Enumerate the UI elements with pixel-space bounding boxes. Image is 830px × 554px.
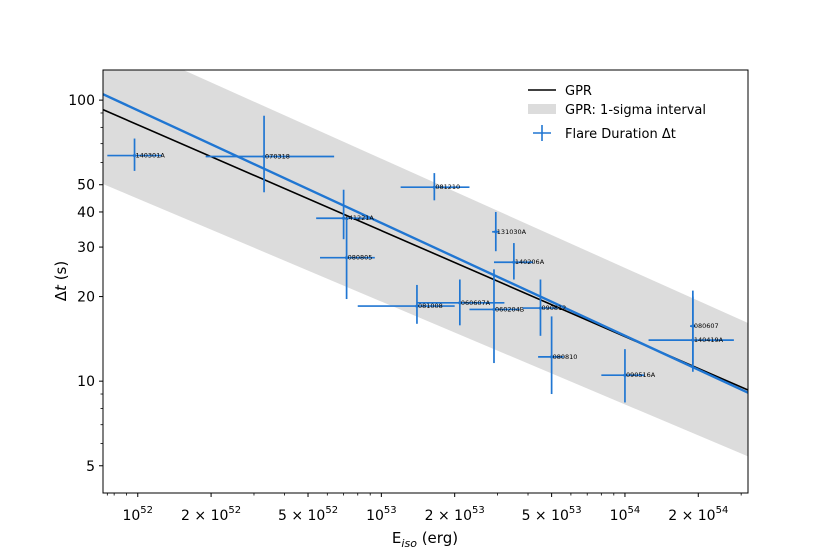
x-tick-label-exponent-0: 52 xyxy=(140,505,153,516)
x-tick-label-exponent-4: 53 xyxy=(472,505,485,516)
point-label-070318: 070318 xyxy=(265,153,290,161)
x-tick-label-mantissa-7: 2 × 10 xyxy=(668,508,715,524)
y-tick-label-0: 5 xyxy=(86,459,95,475)
y-tick-label-1: 10 xyxy=(77,374,95,390)
y-axis-title-var: t xyxy=(52,284,70,291)
y-tick-label-5: 50 xyxy=(77,178,95,194)
point-label-131030A: 131030A xyxy=(497,228,527,236)
point-label-140419A: 140419A xyxy=(694,336,724,344)
point-label-081008: 081008 xyxy=(418,302,443,310)
x-tick-label-exponent-5: 53 xyxy=(569,505,582,516)
data-point-131030A xyxy=(494,230,498,234)
x-tick-label-mantissa-0: 10 xyxy=(122,508,140,524)
plot-area: 140301A 070318 141221A 080805 081210 131030A 1… xyxy=(103,70,748,457)
data-point-090516A xyxy=(623,373,627,377)
x-tick-label-3: 1053 xyxy=(366,505,397,524)
plot-frame xyxy=(102,69,749,494)
x-tick-label-mantissa-5: 5 × 10 xyxy=(522,508,569,524)
axes: 1052 2 × 1052 5 × 1052 1053 2 × 1053 5 × 1053… xyxy=(68,93,742,524)
legend-band-label: GPR: 1-sigma interval xyxy=(565,103,706,118)
legend-band-swatch xyxy=(528,104,556,114)
legend-gpr-label: GPR xyxy=(565,84,592,99)
x-tick-label-2: 5 × 1052 xyxy=(278,505,338,524)
point-label-060204B: 060204B xyxy=(495,305,524,313)
point-label-080607: 080607 xyxy=(694,322,719,330)
point-label-080805: 080805 xyxy=(348,254,373,262)
x-tick-label-mantissa-1: 2 × 10 xyxy=(181,508,228,524)
data-point-060204B xyxy=(492,307,496,312)
x-tick-label-4: 2 × 1053 xyxy=(425,505,485,524)
data-point-081008 xyxy=(415,304,419,308)
x-tick-label-7: 2 × 1054 xyxy=(668,505,728,524)
point-label-080810: 080810 xyxy=(553,353,578,361)
x-tick-label-exponent-6: 54 xyxy=(627,505,640,516)
data-point-080805 xyxy=(344,256,349,260)
data-point-140206A xyxy=(512,260,516,264)
x-axis-title-base: E xyxy=(392,529,401,547)
legend-flare-label: Flare Duration Δt xyxy=(565,127,676,142)
fit-line xyxy=(103,93,748,394)
data-point-081210 xyxy=(432,185,436,189)
y-tick-label-6: 100 xyxy=(68,93,95,109)
point-label-090812: 090812 xyxy=(541,304,566,312)
point-label-140301A: 140301A xyxy=(136,152,166,160)
x-axis-title: Eiso (erg) xyxy=(392,529,458,550)
data-point-140301A xyxy=(132,153,137,158)
plot-clipped-group: 140301A 070318 141221A 080805 081210 131030A 1… xyxy=(103,70,748,457)
data-point-060607A xyxy=(458,301,462,305)
x-tick-label-mantissa-2: 5 × 10 xyxy=(278,508,325,524)
x-tick-label-1: 2 × 1052 xyxy=(181,505,241,524)
data-point-080810 xyxy=(550,355,554,359)
x-tick-label-exponent-2: 52 xyxy=(325,505,338,516)
y-tick-label-4: 40 xyxy=(77,205,95,221)
x-tick-label-mantissa-3: 10 xyxy=(366,508,384,524)
data-point-140419A xyxy=(691,338,695,342)
x-tick-label-exponent-1: 52 xyxy=(228,505,241,516)
point-label-141221A: 141221A xyxy=(345,214,375,222)
legend: GPR GPR: 1-sigma interval Flare Duration… xyxy=(528,84,706,142)
y-tick-label-3: 30 xyxy=(77,240,95,256)
x-tick-label-mantissa-6: 10 xyxy=(610,508,628,524)
x-axis-title-sub: iso xyxy=(401,537,417,550)
x-tick-label-exponent-3: 53 xyxy=(384,505,397,516)
data-point-070318 xyxy=(262,154,266,159)
x-tick-label-5: 5 × 1053 xyxy=(522,505,582,524)
x-tick-label-exponent-7: 54 xyxy=(716,505,729,516)
y-axis-title-greek: Δ xyxy=(52,290,70,301)
x-tick-label-mantissa-4: 2 × 10 xyxy=(425,508,472,524)
x-axis-title-unit: (erg) xyxy=(417,529,458,547)
y-axis-title: Δt (s) xyxy=(52,261,70,301)
data-point-090812 xyxy=(538,306,543,310)
point-label-090516A: 090516A xyxy=(626,371,656,379)
point-label-140206A: 140206A xyxy=(515,258,545,266)
x-tick-label-6: 1054 xyxy=(610,505,641,524)
y-tick-label-2: 20 xyxy=(77,290,95,306)
y-axis-title-unit: (s) xyxy=(52,261,70,285)
point-label-060607A: 060607A xyxy=(461,299,491,307)
data-point-141221A xyxy=(342,216,346,220)
x-tick-label-0: 1052 xyxy=(122,505,153,524)
point-label-081210: 081210 xyxy=(435,183,460,191)
gpr-sigma-band xyxy=(103,70,748,457)
